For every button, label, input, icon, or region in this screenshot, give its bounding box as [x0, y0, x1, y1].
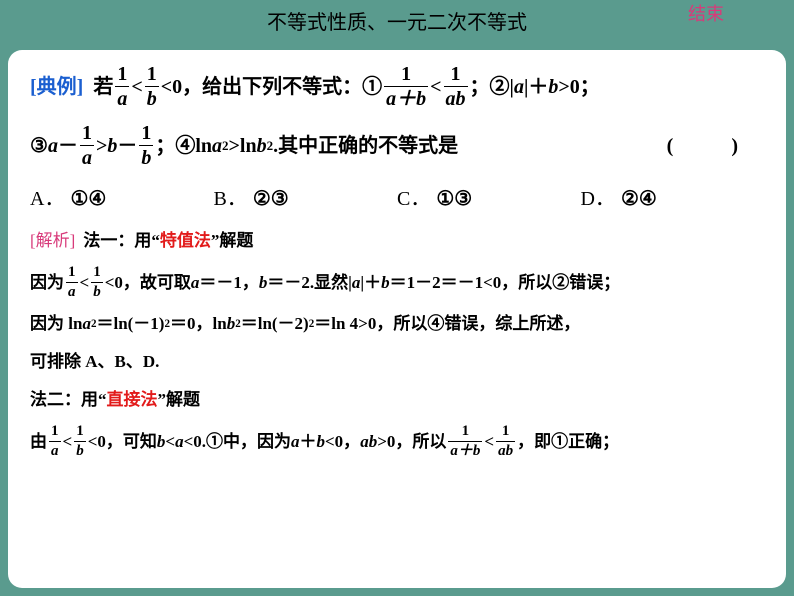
- frac: 1b: [91, 265, 103, 300]
- quote: ”: [211, 227, 220, 255]
- lt: <: [63, 428, 73, 456]
- option-a: A．①④: [30, 182, 214, 211]
- txt: 若: [93, 71, 113, 103]
- var-b: b: [317, 428, 326, 456]
- txt: 因为: [30, 269, 64, 297]
- option-b: B．②③: [214, 182, 398, 211]
- var-b: b: [227, 310, 236, 338]
- dianli-label: [典例]: [30, 71, 83, 103]
- page-container: [典例] 若 1a < 1b <0，给出下列不等式：① 1a＋b < 1ab ；…: [8, 50, 786, 588]
- header-end-label: 结束: [688, 4, 724, 24]
- txt: <0，: [325, 428, 360, 456]
- solution-step-2: 因为 ln a2 ＝ln(－1)2 ＝0，ln b2 ＝ln(－2)2 ＝ln …: [30, 310, 764, 338]
- quote: “: [151, 227, 160, 255]
- frac: 1a: [49, 424, 61, 459]
- problem-line-1: [典例] 若 1a < 1b <0，给出下列不等式：① 1a＋b < 1ab ；…: [30, 64, 764, 109]
- txt: ＝ln(－2): [241, 310, 309, 338]
- frac-1-over-a: 1a: [115, 64, 129, 109]
- answer-paren: ( ): [667, 130, 744, 162]
- txt: <0.①中，因为: [184, 428, 291, 456]
- txt: 由: [30, 428, 47, 456]
- txt: 解题: [219, 227, 253, 255]
- txt: ，即①正确；: [517, 428, 619, 456]
- txt: ＝－2.显然|: [267, 269, 352, 297]
- txt: <0，故可取: [105, 269, 191, 297]
- quote: ”: [158, 386, 167, 414]
- option-d: D．②④: [581, 182, 765, 211]
- txt: <0，给出下列不等式：①: [161, 71, 382, 103]
- lt: <: [80, 269, 90, 297]
- var-a: a: [291, 428, 300, 456]
- method-name: 特值法: [160, 227, 211, 255]
- txt: >ln: [229, 130, 257, 162]
- txt: ＝0，ln: [170, 310, 227, 338]
- var-b: b: [157, 428, 166, 456]
- frac-1-over-b: 1b: [145, 64, 159, 109]
- minus: －: [117, 130, 137, 162]
- txt: .其中正确的不等式是: [273, 130, 458, 162]
- frac-1-over-apb: 1a＋b: [384, 64, 428, 109]
- options-row: A．①④ B．②③ C．①③ D．②④: [30, 182, 764, 211]
- txt: 解题: [166, 386, 200, 414]
- var-b: b: [259, 269, 268, 297]
- txt: |＋: [524, 71, 548, 103]
- txt: ③: [30, 130, 48, 162]
- txt: ；②|: [470, 71, 514, 103]
- header-title: 不等式性质、一元二次不等式: [0, 6, 794, 35]
- var-a: a: [175, 428, 184, 456]
- solution-step-4: 由 1a < 1b <0，可知 b < a <0.①中，因为 a ＋ b <0，…: [30, 424, 764, 459]
- frac: 1a: [66, 265, 78, 300]
- frac-1-over-ab: 1ab: [444, 64, 468, 109]
- problem-line-2: ③ a － 1a > b － 1b ；④ln a2 >ln b2 .其中正确的不…: [30, 123, 764, 168]
- var-a: a: [514, 71, 524, 103]
- txt: 法一：用: [83, 227, 151, 255]
- txt: <0，可知: [88, 428, 157, 456]
- frac: 1ab: [496, 424, 515, 459]
- txt: ＝ln 4>0，所以④错误，综上所述，: [314, 310, 580, 338]
- txt: ＝1－2＝－1<0，所以②错误；: [390, 269, 621, 297]
- txt: >0；: [558, 71, 599, 103]
- frac: 1b: [74, 424, 86, 459]
- frac-1-over-a: 1a: [80, 123, 94, 168]
- option-c: C．①③: [397, 182, 581, 211]
- txt: ；④ln: [155, 130, 212, 162]
- solution-step-1: 因为 1a < 1b <0，故可取 a ＝－1， b ＝－2.显然| a |＋ …: [30, 265, 764, 300]
- solution-method-2: 法二：用 “ 直接法 ” 解题: [30, 386, 764, 414]
- var-b: b: [257, 130, 267, 162]
- var-b: b: [107, 130, 117, 162]
- plus: ＋: [300, 428, 317, 456]
- frac: 1a＋b: [448, 424, 482, 459]
- lt: <: [131, 71, 142, 103]
- var-a: a: [212, 130, 222, 162]
- txt: ＝－1，: [199, 269, 259, 297]
- var-a: a: [82, 310, 91, 338]
- var-b: b: [548, 71, 558, 103]
- txt: ＝ln(－1): [96, 310, 164, 338]
- lt: <: [165, 428, 175, 456]
- var-a: a: [48, 130, 58, 162]
- jiexi-label: [解析]: [30, 227, 75, 255]
- lt: <: [484, 428, 494, 456]
- frac-1-over-b: 1b: [139, 123, 153, 168]
- gt: >: [96, 130, 107, 162]
- var-ab: ab: [360, 428, 377, 456]
- solution-step-3: 可排除 A、B、D.: [30, 348, 764, 376]
- var-a: a: [191, 269, 200, 297]
- var-a: a: [352, 269, 361, 297]
- var-b: b: [381, 269, 390, 297]
- quote: “: [98, 386, 107, 414]
- method-name: 直接法: [107, 386, 158, 414]
- txt: |＋: [360, 269, 381, 297]
- lt: <: [430, 71, 441, 103]
- solution-method-1: [解析] 法一：用 “ 特值法 ” 解题: [30, 227, 764, 255]
- minus: －: [58, 130, 78, 162]
- txt: 法二：用: [30, 386, 98, 414]
- txt: 因为 ln: [30, 310, 82, 338]
- txt: 可排除 A、B、D.: [30, 348, 159, 376]
- txt: >0，所以: [377, 428, 446, 456]
